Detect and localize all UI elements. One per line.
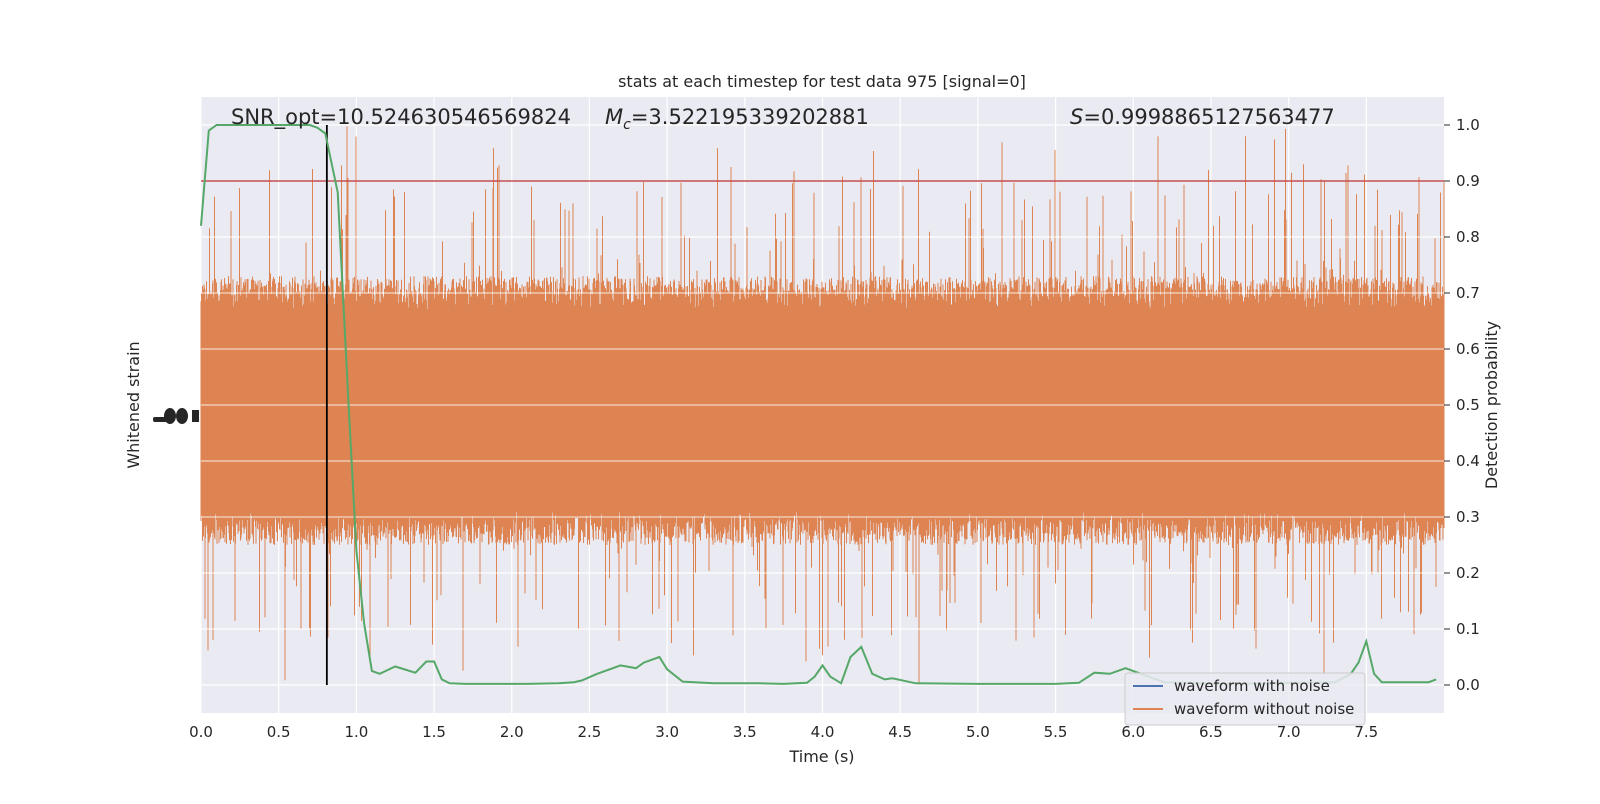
x-tick-label: 3.0 [655, 723, 679, 741]
y-tick-label: 0.3 [1456, 508, 1480, 526]
y-tick-label: 0.4 [1456, 452, 1480, 470]
y-tick-label: 1.0 [1456, 116, 1480, 134]
x-tick-label: 0.0 [189, 723, 213, 741]
y-tick-label: 0.5 [1456, 396, 1480, 414]
x-tick-label: 5.0 [966, 723, 990, 741]
y-tick-label: 0.0 [1456, 676, 1480, 694]
y-tick-label: 0.9 [1456, 172, 1480, 190]
series-waveform-without-noise [200, 126, 1445, 685]
x-tick-label: 7.0 [1277, 723, 1301, 741]
x-tick-label: 2.0 [500, 723, 524, 741]
axis-layer: 0.0 0.5 1.0 1.5 2.0 2.5 3.0 3.5 4.0 4.5 5.0 5.5 6.0 6… [189, 116, 1480, 741]
mc-annotation: Mc=3.522195339202881 [605, 105, 869, 133]
y-axis-label-left: Whitened strain [124, 341, 143, 468]
strain-series-layer [200, 124, 1445, 686]
x-tick-label: 7.5 [1354, 723, 1378, 741]
x-tick-label: 0.5 [267, 723, 291, 741]
legend-box [1124, 672, 1366, 726]
legend: waveform with noise waveform without noi… [1124, 672, 1366, 726]
y-tick-label: 0.7 [1456, 284, 1480, 302]
x-tick-label: 4.5 [888, 723, 912, 741]
y-tick-label: 0.8 [1456, 228, 1480, 246]
legend-label-noise: waveform with noise [1174, 677, 1330, 695]
s-symbol: S [1070, 105, 1083, 129]
x-tick-label: 1.0 [344, 723, 368, 741]
x-tick-label: 1.5 [422, 723, 446, 741]
chart-title: stats at each timestep for test data 975… [618, 72, 1026, 91]
x-tick-label: 6.0 [1121, 723, 1145, 741]
s-annotation: S=0.9998865127563477 [1070, 105, 1335, 129]
mc-subscript: c [623, 117, 631, 133]
x-tick-label: 4.0 [811, 723, 835, 741]
x-tick-label: 6.5 [1199, 723, 1223, 741]
y-tick-label: 0.1 [1456, 620, 1480, 638]
left-axis-clutter [153, 408, 199, 424]
x-tick-label: 5.5 [1044, 723, 1068, 741]
y-axis-label-right: Detection probability [1482, 321, 1501, 489]
x-tick-label: 2.5 [578, 723, 602, 741]
s-value: =0.9998865127563477 [1083, 105, 1334, 129]
x-axis-label: Time (s) [788, 747, 854, 766]
x-tick-label: 3.5 [733, 723, 757, 741]
y-tick-label: 0.2 [1456, 564, 1480, 582]
y-tick-label: 0.6 [1456, 340, 1480, 358]
snr-annotation: SNR_opt=10.524630546569824 [231, 105, 571, 130]
mc-value: =3.522195339202881 [631, 105, 869, 129]
legend-label-clean: waveform without noise [1174, 700, 1354, 718]
mc-symbol: M [605, 105, 623, 129]
